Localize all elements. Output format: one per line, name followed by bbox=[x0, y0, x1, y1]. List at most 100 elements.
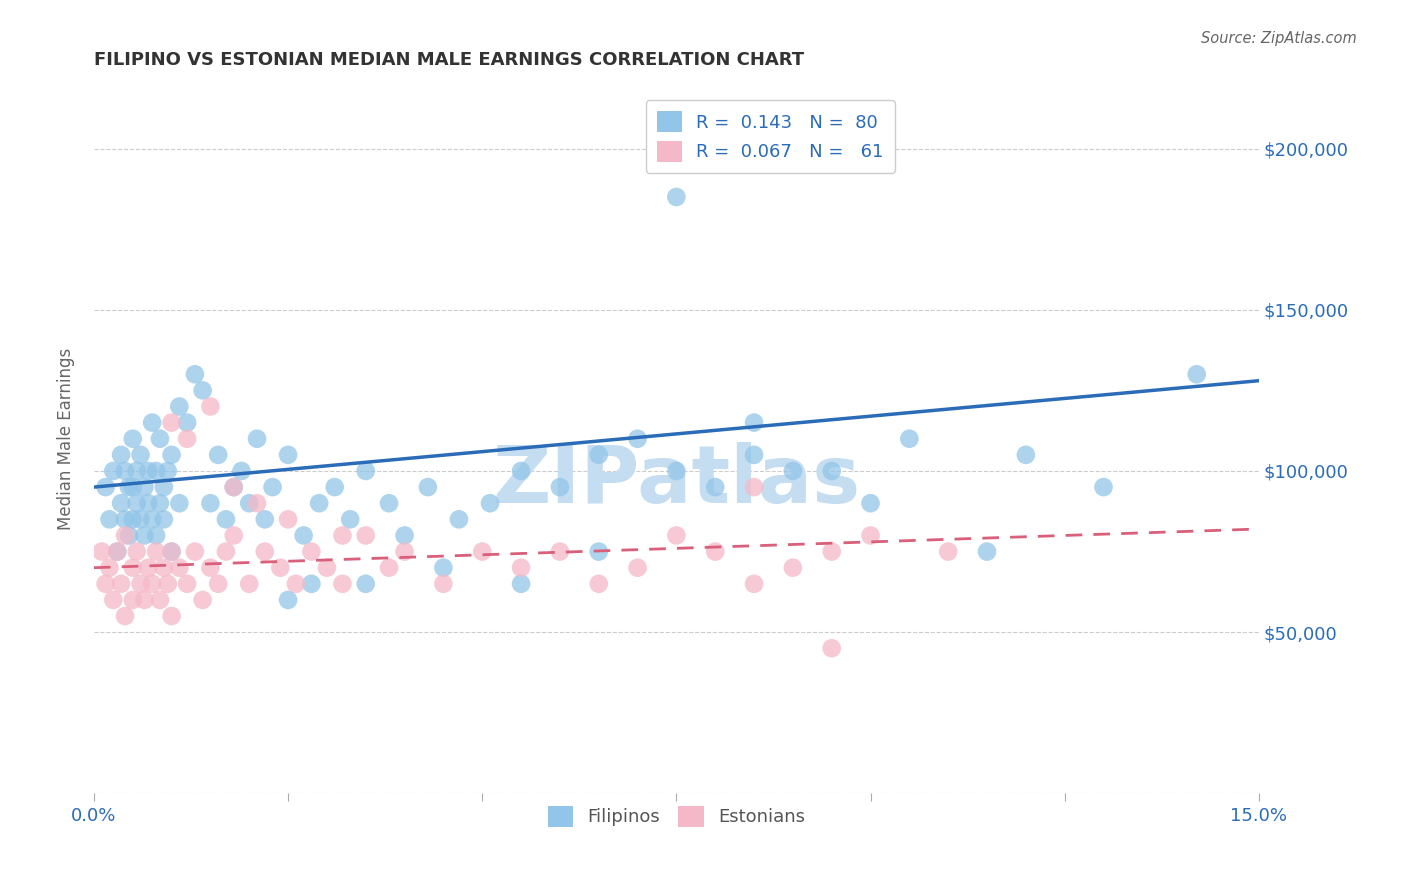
Point bbox=[665, 528, 688, 542]
Point bbox=[156, 464, 179, 478]
Point bbox=[103, 464, 125, 478]
Point bbox=[626, 560, 648, 574]
Point bbox=[98, 560, 121, 574]
Point bbox=[121, 512, 143, 526]
Point bbox=[510, 576, 533, 591]
Point bbox=[821, 641, 844, 656]
Point bbox=[118, 480, 141, 494]
Point bbox=[200, 496, 222, 510]
Point bbox=[134, 480, 156, 494]
Point bbox=[94, 576, 117, 591]
Point bbox=[136, 464, 159, 478]
Point bbox=[510, 560, 533, 574]
Point bbox=[169, 560, 191, 574]
Point bbox=[332, 576, 354, 591]
Point bbox=[145, 544, 167, 558]
Point bbox=[110, 496, 132, 510]
Point bbox=[284, 576, 307, 591]
Point bbox=[626, 432, 648, 446]
Point bbox=[125, 496, 148, 510]
Point bbox=[160, 609, 183, 624]
Point bbox=[299, 544, 322, 558]
Point bbox=[153, 480, 176, 494]
Point bbox=[121, 480, 143, 494]
Point bbox=[354, 464, 377, 478]
Point bbox=[134, 593, 156, 607]
Point bbox=[141, 576, 163, 591]
Text: Source: ZipAtlas.com: Source: ZipAtlas.com bbox=[1201, 31, 1357, 46]
Point bbox=[136, 560, 159, 574]
Point bbox=[782, 560, 804, 574]
Point bbox=[742, 416, 765, 430]
Point bbox=[510, 464, 533, 478]
Point bbox=[253, 544, 276, 558]
Point bbox=[588, 448, 610, 462]
Point bbox=[354, 576, 377, 591]
Point bbox=[665, 464, 688, 478]
Point bbox=[160, 544, 183, 558]
Point bbox=[129, 512, 152, 526]
Point bbox=[416, 480, 439, 494]
Y-axis label: Median Male Earnings: Median Male Earnings bbox=[58, 348, 75, 530]
Point bbox=[121, 593, 143, 607]
Point bbox=[121, 560, 143, 574]
Point bbox=[98, 512, 121, 526]
Point bbox=[176, 576, 198, 591]
Point bbox=[184, 368, 207, 382]
Point bbox=[1015, 448, 1038, 462]
Point bbox=[378, 496, 401, 510]
Point bbox=[292, 528, 315, 542]
Point bbox=[222, 480, 245, 494]
Point bbox=[191, 384, 214, 398]
Point bbox=[354, 528, 377, 542]
Point bbox=[114, 528, 136, 542]
Point bbox=[238, 576, 260, 591]
Point bbox=[134, 528, 156, 542]
Point bbox=[394, 528, 416, 542]
Point bbox=[191, 593, 214, 607]
Point bbox=[145, 464, 167, 478]
Point bbox=[231, 464, 253, 478]
Point bbox=[316, 560, 339, 574]
Point bbox=[588, 576, 610, 591]
Point bbox=[277, 593, 299, 607]
Text: ZIPatlas: ZIPatlas bbox=[492, 442, 860, 520]
Point bbox=[114, 609, 136, 624]
Point bbox=[976, 544, 998, 558]
Point bbox=[176, 416, 198, 430]
Point bbox=[129, 448, 152, 462]
Point bbox=[149, 496, 172, 510]
Point bbox=[742, 448, 765, 462]
Point bbox=[222, 528, 245, 542]
Point bbox=[299, 576, 322, 591]
Point bbox=[118, 528, 141, 542]
Point bbox=[1185, 368, 1208, 382]
Point bbox=[103, 593, 125, 607]
Point bbox=[160, 448, 183, 462]
Point bbox=[394, 544, 416, 558]
Point bbox=[114, 464, 136, 478]
Point bbox=[153, 512, 176, 526]
Point bbox=[141, 512, 163, 526]
Point bbox=[308, 496, 330, 510]
Point bbox=[136, 496, 159, 510]
Point bbox=[898, 432, 921, 446]
Point bbox=[269, 560, 291, 574]
Point bbox=[665, 190, 688, 204]
Point bbox=[90, 544, 112, 558]
Point bbox=[479, 496, 502, 510]
Point bbox=[149, 593, 172, 607]
Point bbox=[447, 512, 470, 526]
Point bbox=[169, 496, 191, 510]
Point bbox=[339, 512, 361, 526]
Text: FILIPINO VS ESTONIAN MEDIAN MALE EARNINGS CORRELATION CHART: FILIPINO VS ESTONIAN MEDIAN MALE EARNING… bbox=[94, 51, 804, 69]
Point bbox=[153, 560, 176, 574]
Point bbox=[704, 480, 727, 494]
Point bbox=[145, 528, 167, 542]
Point bbox=[378, 560, 401, 574]
Point bbox=[184, 544, 207, 558]
Point bbox=[215, 544, 238, 558]
Point bbox=[200, 560, 222, 574]
Point bbox=[332, 528, 354, 542]
Point bbox=[129, 576, 152, 591]
